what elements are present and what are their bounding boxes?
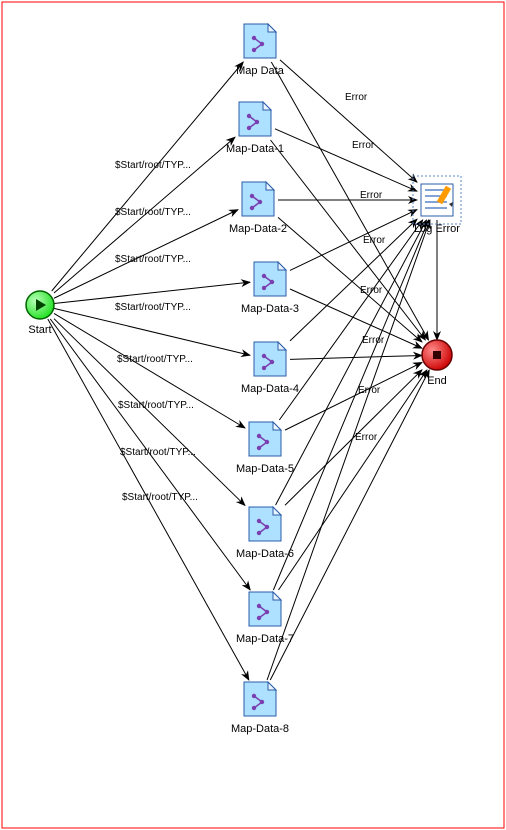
edge-label: Error xyxy=(358,385,381,396)
node-label: Map-Data-5 xyxy=(236,463,294,475)
node-label: Map-Data-1 xyxy=(226,143,284,155)
edge-label: $Start/root/TYP... xyxy=(115,160,191,171)
edge-label: Error xyxy=(360,285,383,296)
edge-label: Error xyxy=(355,432,378,443)
node-map7[interactable] xyxy=(249,592,281,626)
edge-label: $Start/root/TYP... xyxy=(115,302,191,313)
node-end[interactable] xyxy=(422,340,452,370)
node-label: Map-Data-7 xyxy=(236,633,294,645)
edge-label: Error xyxy=(352,140,375,151)
node-map1[interactable] xyxy=(239,102,271,136)
node-map2[interactable] xyxy=(242,182,274,216)
edge-label: $Start/root/TYP... xyxy=(115,207,191,218)
edge-label: Error xyxy=(360,190,383,201)
edge-label: $Start/root/TYP... xyxy=(118,400,194,411)
node-label: Map Data xyxy=(236,65,285,77)
edge-label: $Start/root/TYP... xyxy=(117,354,193,365)
node-map0[interactable] xyxy=(244,24,276,58)
node-label: Map-Data-3 xyxy=(241,303,299,315)
edge-label: Error xyxy=(362,335,385,346)
edge-label: $Start/root/TYP... xyxy=(122,492,198,503)
stop-icon xyxy=(433,351,441,359)
node-map4[interactable] xyxy=(254,342,286,376)
edge-label: Error xyxy=(363,235,386,246)
node-map3[interactable] xyxy=(254,262,286,296)
node-label: Map-Data-2 xyxy=(229,223,287,235)
node-map8[interactable] xyxy=(244,682,276,716)
edge-label: Error xyxy=(345,92,368,103)
node-label: Log Error xyxy=(414,223,460,235)
edge-label: $Start/root/TYP... xyxy=(115,254,191,265)
edge-label: $Start/root/TYP... xyxy=(120,447,196,458)
node-label: End xyxy=(427,375,447,387)
node-start[interactable] xyxy=(26,291,54,319)
node-label: Map-Data-6 xyxy=(236,548,294,560)
flowchart-canvas: $Start/root/TYP... $Start/root/TYP... $Sta… xyxy=(0,0,506,830)
node-label: Map-Data-4 xyxy=(241,383,299,395)
node-map5[interactable] xyxy=(249,422,281,456)
node-map6[interactable] xyxy=(249,507,281,541)
node-label: Start xyxy=(28,324,51,336)
node-label: Map-Data-8 xyxy=(231,723,289,735)
